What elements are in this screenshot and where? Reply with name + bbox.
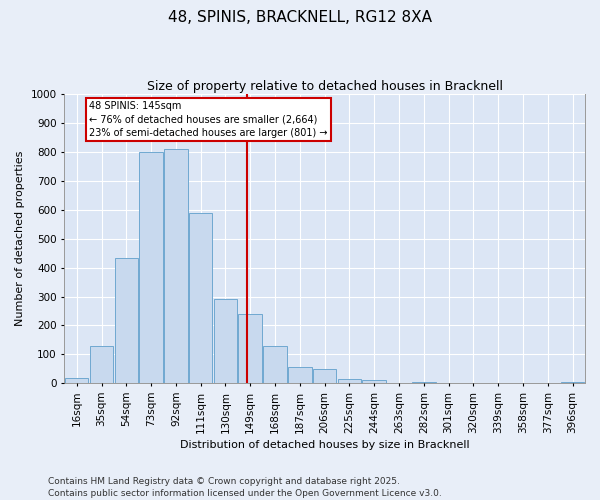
Bar [288,368,311,384]
Bar [214,300,237,384]
Bar [362,380,386,384]
Bar [164,149,188,384]
Bar [561,382,584,384]
Bar [238,314,262,384]
Bar [90,346,113,384]
Bar [412,382,436,384]
Y-axis label: Number of detached properties: Number of detached properties [15,151,25,326]
Bar [263,346,287,384]
Title: Size of property relative to detached houses in Bracknell: Size of property relative to detached ho… [146,80,503,93]
Text: 48 SPINIS: 145sqm
← 76% of detached houses are smaller (2,664)
23% of semi-detac: 48 SPINIS: 145sqm ← 76% of detached hous… [89,102,328,138]
Bar [115,258,138,384]
Text: 48, SPINIS, BRACKNELL, RG12 8XA: 48, SPINIS, BRACKNELL, RG12 8XA [168,10,432,25]
Text: Contains HM Land Registry data © Crown copyright and database right 2025.
Contai: Contains HM Land Registry data © Crown c… [48,476,442,498]
Bar [189,212,212,384]
X-axis label: Distribution of detached houses by size in Bracknell: Distribution of detached houses by size … [180,440,469,450]
Bar [65,378,88,384]
Bar [313,369,337,384]
Bar [139,152,163,384]
Bar [338,379,361,384]
